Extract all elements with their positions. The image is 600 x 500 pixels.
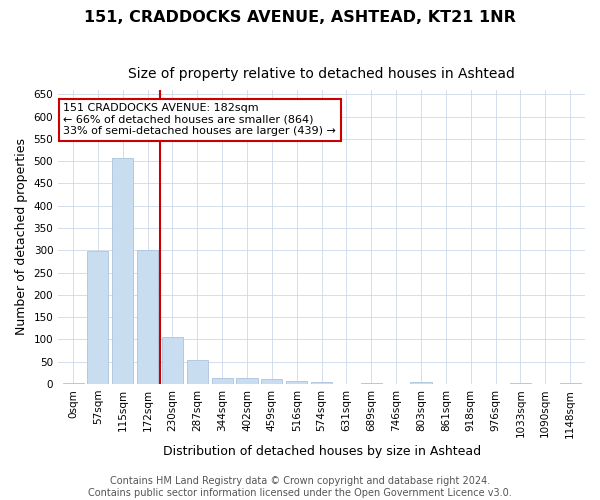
Bar xyxy=(262,379,283,384)
Bar xyxy=(212,378,233,384)
Bar xyxy=(112,158,133,384)
Bar xyxy=(187,360,208,384)
Text: Contains HM Land Registry data © Crown copyright and database right 2024.
Contai: Contains HM Land Registry data © Crown c… xyxy=(88,476,512,498)
X-axis label: Distribution of detached houses by size in Ashtead: Distribution of detached houses by size … xyxy=(163,444,481,458)
Bar xyxy=(62,382,83,384)
Title: Size of property relative to detached houses in Ashtead: Size of property relative to detached ho… xyxy=(128,68,515,82)
Bar xyxy=(311,382,332,384)
Y-axis label: Number of detached properties: Number of detached properties xyxy=(15,138,28,336)
Bar xyxy=(137,250,158,384)
Bar xyxy=(88,251,109,384)
Bar xyxy=(510,382,531,384)
Text: 151 CRADDOCKS AVENUE: 182sqm
← 66% of detached houses are smaller (864)
33% of s: 151 CRADDOCKS AVENUE: 182sqm ← 66% of de… xyxy=(64,103,337,136)
Text: 151, CRADDOCKS AVENUE, ASHTEAD, KT21 1NR: 151, CRADDOCKS AVENUE, ASHTEAD, KT21 1NR xyxy=(84,10,516,25)
Bar xyxy=(286,381,307,384)
Bar xyxy=(162,336,183,384)
Bar xyxy=(236,378,257,384)
Bar xyxy=(410,382,431,384)
Bar xyxy=(560,382,581,384)
Bar xyxy=(361,382,382,384)
